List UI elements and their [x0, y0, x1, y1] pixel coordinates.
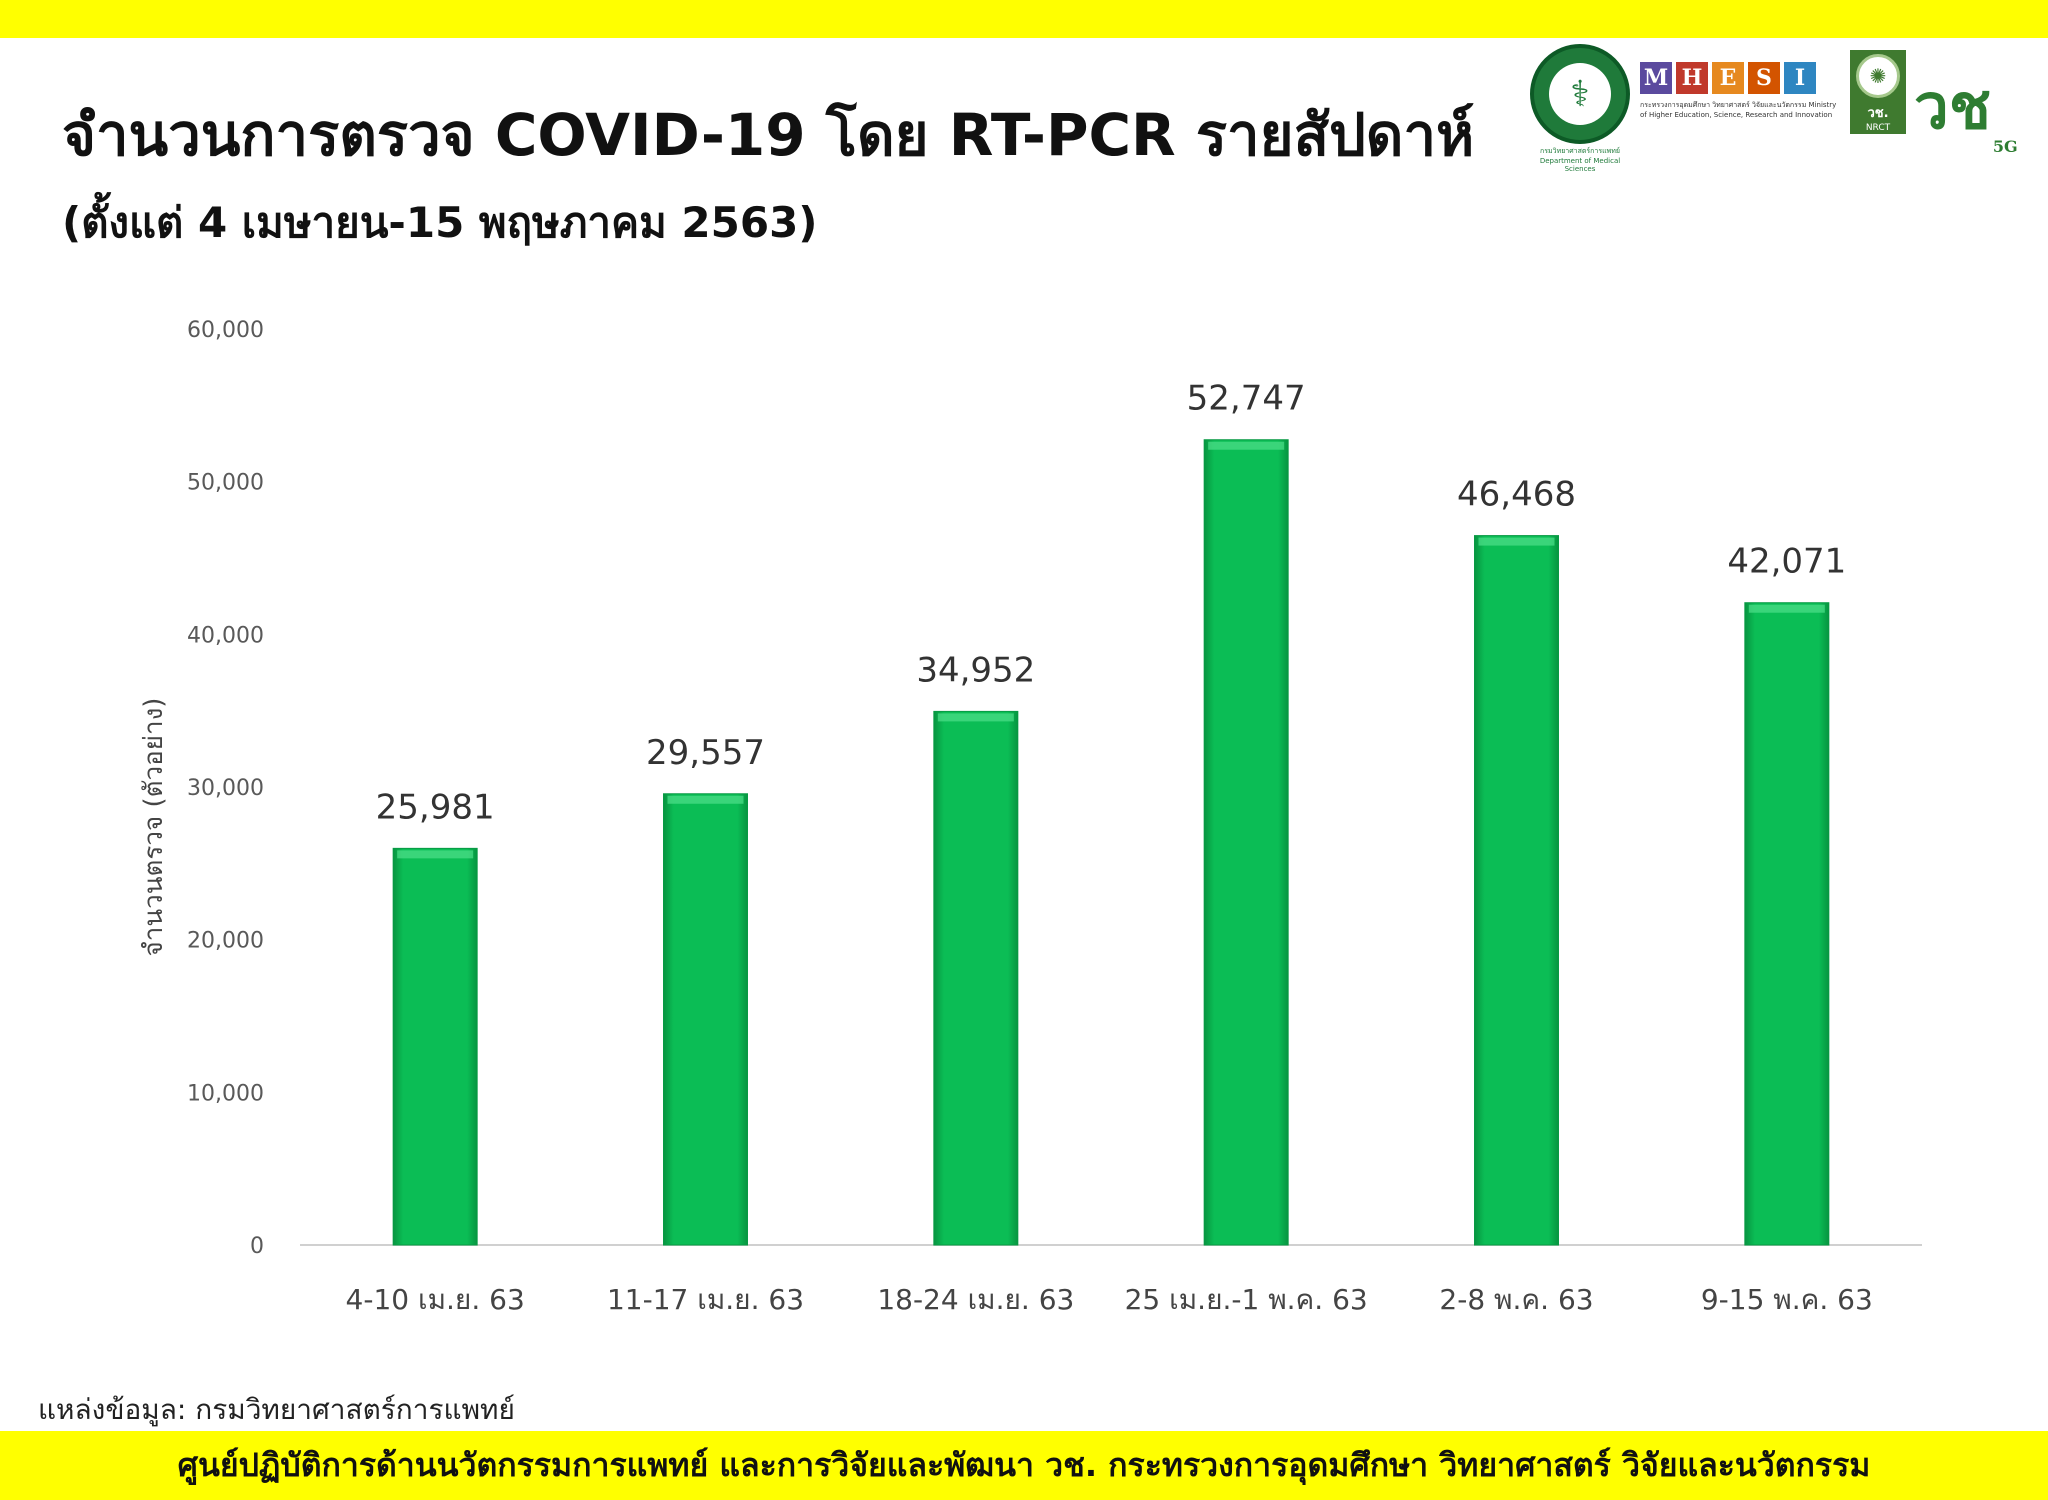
- data-label: 46,468: [1457, 475, 1576, 515]
- bar-highlight: [667, 795, 744, 804]
- bar: [1474, 535, 1559, 1246]
- bar-highlight: [1748, 604, 1825, 613]
- bar-body: [1474, 535, 1559, 1246]
- y-tick-label: 10,000: [187, 1081, 264, 1106]
- mhesi-letter-s: S: [1748, 62, 1780, 94]
- bar-highlight: [937, 713, 1014, 722]
- page-title: จำนวนการตรวจ COVID-19 โดย RT-PCR รายสัปด…: [62, 101, 1475, 169]
- bar-body: [663, 793, 748, 1246]
- y-tick-label: 20,000: [187, 929, 264, 954]
- bar-body: [392, 847, 478, 1246]
- bar-highlight: [397, 850, 474, 859]
- brand-5g-logo: วช5G: [1914, 58, 2018, 156]
- footer-band: ศูนย์ปฏิบัติการด้านนวัตกรรมการแพทย์ และก…: [0, 1431, 2048, 1500]
- mhesi-logo: M H E S I: [1640, 62, 1816, 94]
- bar: [933, 710, 1019, 1246]
- category-label: 4-10 เม.ย. 63: [346, 1283, 525, 1316]
- bar: [663, 793, 748, 1246]
- nrct-logo: ✺ วช. NRCT: [1850, 50, 1906, 134]
- bar-body: [933, 710, 1019, 1246]
- caduceus-icon: ⚕: [1549, 63, 1611, 125]
- category-label: 25 เม.ย.-1 พ.ค. 63: [1125, 1283, 1368, 1316]
- category-label: 2-8 พ.ค. 63: [1439, 1283, 1593, 1316]
- bar-body: [1203, 439, 1289, 1246]
- data-label: 34,952: [916, 650, 1035, 690]
- brand-suffix: 5G: [1992, 137, 2018, 156]
- data-label: 25,981: [376, 787, 495, 827]
- nrct-name: NRCT: [1865, 123, 1891, 133]
- category-label: 18-24 เม.ย. 63: [877, 1283, 1074, 1316]
- category-label: 11-17 เม.ย. 63: [607, 1283, 804, 1316]
- y-tick-label: 30,000: [187, 776, 264, 801]
- mhesi-letter-m: M: [1640, 62, 1672, 94]
- bar: [1744, 602, 1830, 1246]
- moph-logo-caption: กรมวิทยาศาสตร์การแพทย์ Department of Med…: [1539, 147, 1621, 173]
- y-tick-label: 60,000: [187, 318, 264, 343]
- moph-logo: ⚕: [1530, 44, 1630, 144]
- nrct-abbr: วช.: [1867, 106, 1889, 121]
- y-tick-label: 0: [250, 1234, 264, 1259]
- data-label: 52,747: [1187, 379, 1306, 419]
- bar-body: [1744, 602, 1830, 1246]
- page-subtitle: (ตั้งแต่ 4 เมษายน-15 พฤษภาคม 2563): [62, 198, 818, 247]
- footer-org: ศูนย์ปฏิบัติการด้านนวัตกรรมการแพทย์ และก…: [177, 1446, 1871, 1484]
- bar-highlight: [1478, 537, 1555, 546]
- nrct-seal-icon: ✺: [1856, 54, 1900, 98]
- bar-highlight: [1208, 441, 1285, 450]
- mhesi-letter-i: I: [1784, 62, 1816, 94]
- y-axis-label: จำนวนตรวจ (ตัวอย่าง): [139, 698, 169, 957]
- brand-mark: วช: [1914, 70, 1991, 143]
- top-yellow-band: [0, 0, 2048, 38]
- mhesi-letter-e: E: [1712, 62, 1744, 94]
- logo-strip: ⚕ กรมวิทยาศาสตร์การแพทย์ Department of M…: [1528, 44, 2028, 173]
- category-labels: 4-10 เม.ย. 63 11-17 เม.ย. 63 18-24 เม.ย. 6…: [346, 1283, 1873, 1316]
- data-label: 29,557: [646, 733, 765, 773]
- mhesi-logo-caption: กระทรวงการอุดมศึกษา วิทยาศาสตร์ วิจัยและ…: [1640, 101, 1837, 119]
- y-tick-label: 50,000: [187, 471, 264, 496]
- category-label: 9-15 พ.ค. 63: [1701, 1283, 1873, 1316]
- bar: [1203, 439, 1289, 1246]
- y-tick-label: 40,000: [187, 623, 264, 648]
- bars: [392, 439, 1830, 1246]
- y-axis-ticks: 0 10,000 20,000 30,000 40,000 50,000 60,000: [187, 318, 264, 1259]
- data-label: 42,071: [1727, 542, 1846, 582]
- bar: [392, 847, 478, 1246]
- data-source: แหล่งข้อมูล: กรมวิทยาศาสตร์การแพทย์: [38, 1393, 515, 1426]
- mhesi-letter-h: H: [1676, 62, 1708, 94]
- data-labels: 25,981 29,557 34,952 52,747 46,468 42,071: [376, 379, 1847, 828]
